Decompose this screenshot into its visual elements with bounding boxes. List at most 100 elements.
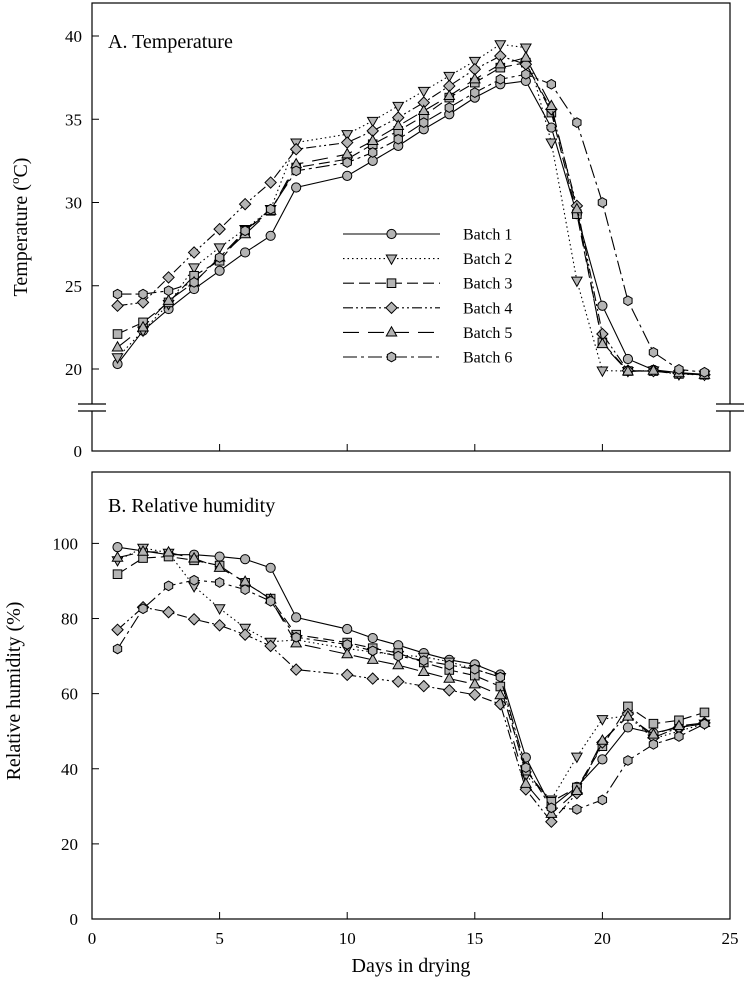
humidity-data-point <box>596 733 609 745</box>
humidity-data-point <box>367 632 378 644</box>
temperature-data-point <box>240 247 251 258</box>
humidity-data-point <box>648 718 659 729</box>
humidity-series-line <box>117 579 705 810</box>
humidity-data-point <box>468 677 481 689</box>
temperature-data-point <box>468 56 481 68</box>
humidity-x-ticks: 0 5 10 15 20 25 <box>88 912 739 948</box>
humidity-data-point <box>368 645 378 657</box>
humidity-data-point <box>495 671 505 683</box>
humidity-data-point <box>366 653 379 664</box>
temperature-data-point <box>189 277 199 288</box>
temperature-data-point <box>213 222 226 236</box>
humidity-data-point <box>289 663 303 676</box>
temperature-y-ticks: 0 20 25 30 35 40 <box>65 27 99 461</box>
legend-label: Batch 4 <box>463 300 512 317</box>
temperature-data-point <box>519 43 532 55</box>
humidity-data-point <box>468 688 482 702</box>
axis-break-gap <box>78 404 106 411</box>
humidity-data-point <box>621 709 634 721</box>
humidity-data-point <box>162 605 175 619</box>
humidity-data-point <box>163 580 174 592</box>
humidity-data-point <box>391 675 405 688</box>
temperature-data-point <box>597 300 608 311</box>
humidity-data-point <box>188 551 201 563</box>
temperature-data-point <box>214 252 225 263</box>
temperature-series-4 <box>111 49 711 382</box>
humidity-data-point <box>240 554 251 565</box>
humidity-y-tick-label: 0 <box>70 910 79 929</box>
humidity-data-point <box>240 584 250 595</box>
humidity-y-tick-label: 20 <box>61 835 78 854</box>
humidity-y-tick-label: 80 <box>61 610 78 629</box>
temperature-data-point <box>112 329 123 339</box>
humidity-data-point <box>699 707 710 718</box>
temperature-data-point <box>623 295 633 307</box>
temperature-data-point <box>188 263 201 275</box>
temperature-data-point <box>240 225 250 237</box>
humidity-data-point <box>112 569 123 579</box>
humidity-data-point <box>340 668 354 682</box>
humidity-data-point <box>545 815 558 829</box>
temperature-data-point <box>443 71 456 83</box>
temperature-data-point <box>570 202 583 214</box>
temperature-y-tick-label: 30 <box>65 194 82 213</box>
legend-marker <box>386 228 397 240</box>
temperature-data-point <box>444 102 454 113</box>
legend-item: Batch 3 <box>343 276 512 293</box>
legend-label: Batch 1 <box>463 227 512 244</box>
humidity-data-point <box>521 762 531 774</box>
x-tick-label: 15 <box>466 929 483 948</box>
temperature-data-point <box>213 243 226 255</box>
temperature-series-line <box>117 55 705 376</box>
humidity-data-point <box>189 574 199 586</box>
humidity-data-point <box>419 655 429 666</box>
humidity-data-point <box>136 545 150 556</box>
temperature-plot-frame <box>91 2 731 452</box>
humidity-series-line <box>117 555 705 803</box>
humidity-data-point <box>214 577 225 588</box>
temperature-data-point <box>187 246 201 259</box>
temperature-data-point <box>699 366 710 378</box>
temperature-data-point <box>674 364 684 375</box>
humidity-series-line <box>117 547 705 801</box>
temperature-data-point <box>111 299 124 313</box>
humidity-data-point <box>674 731 684 742</box>
humidity-data-point <box>570 784 583 796</box>
humidity-data-point <box>214 551 225 562</box>
legend-item: Batch 5 <box>343 325 512 342</box>
temperature-data-point <box>494 57 507 69</box>
humidity-data-point <box>392 658 405 670</box>
temperature-data-point <box>545 138 558 150</box>
humidity-data-point <box>138 603 148 615</box>
temperature-series-line <box>117 43 705 376</box>
humidity-data-point <box>291 631 301 643</box>
temperature-data-point <box>341 130 354 141</box>
temperature-data-point <box>291 182 302 193</box>
humidity-data-point <box>291 612 302 623</box>
humidity-y-tick-label: 60 <box>61 685 78 704</box>
temperature-data-point <box>265 203 276 215</box>
legend: Batch 1 Batch 2 Batch 3 Batch 4 Batch 5 Batch… <box>343 227 512 367</box>
humidity-data-point <box>443 671 456 683</box>
legend-label: Batch 3 <box>463 276 512 293</box>
humidity-data-point <box>238 628 252 641</box>
temperature-data-point <box>342 170 353 181</box>
temperature-data-point <box>112 288 123 300</box>
temperature-data-point <box>521 68 531 80</box>
temperature-data-point <box>596 337 609 349</box>
temperature-data-point <box>417 104 430 116</box>
temperature-data-point <box>366 134 379 145</box>
axis-break-gap <box>716 404 744 411</box>
x-tick-label: 10 <box>339 929 356 948</box>
humidity-data-point <box>597 794 608 806</box>
temperature-y-tick-label: 0 <box>74 442 83 461</box>
humidity-plot-frame <box>91 471 731 920</box>
temperature-panel-title: A. Temperature <box>108 31 233 53</box>
humidity-data-point <box>597 754 608 765</box>
temperature-data-point <box>393 133 403 145</box>
humidity-data-point <box>393 650 403 662</box>
temperature-axis-title: Temperature (oC) <box>7 158 32 297</box>
temperature-y-tick-label: 35 <box>65 110 82 129</box>
temperature-data-point <box>340 136 354 149</box>
